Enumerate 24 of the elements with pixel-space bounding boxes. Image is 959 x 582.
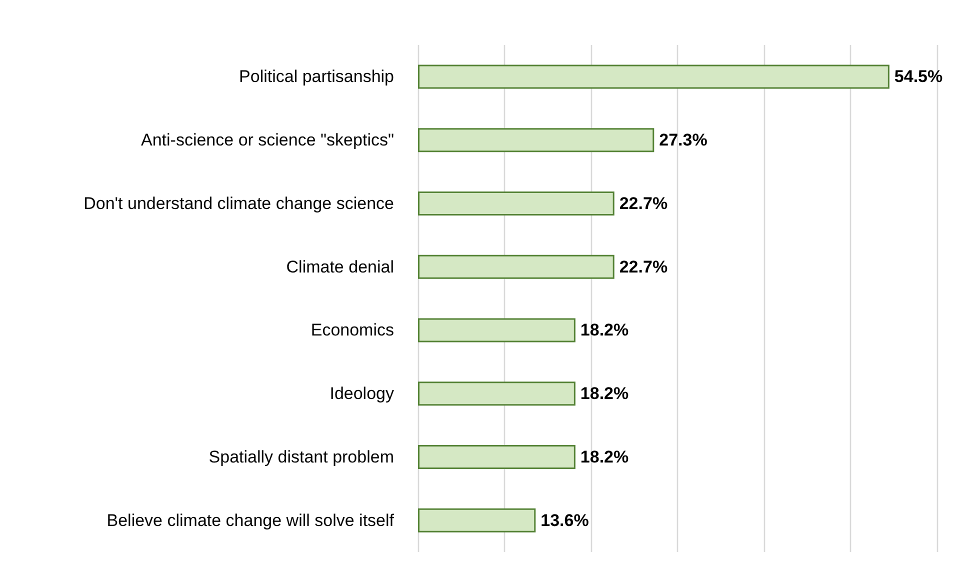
- y-tick-label: Economics: [310, 320, 394, 340]
- y-tick-label: Ideology: [330, 384, 394, 404]
- y-tick-label: Spatially distant problem: [208, 447, 394, 466]
- bar: [418, 508, 536, 532]
- data-label: 18.2%: [580, 384, 629, 404]
- bar: [418, 444, 576, 469]
- bar: [418, 191, 614, 216]
- y-tick-label: Political partisanship: [239, 67, 394, 86]
- y-tick-label: Climate denial: [286, 257, 394, 276]
- bar: [418, 382, 576, 406]
- y-tick-label: Believe climate change will solve itself: [106, 510, 394, 530]
- bar: [418, 128, 654, 152]
- data-label: 54.5%: [894, 67, 943, 86]
- data-label: 22.7%: [619, 257, 668, 276]
- y-tick-label: Anti-science or science "skeptics": [141, 130, 394, 150]
- data-label: 27.3%: [659, 130, 708, 150]
- y-tick-label: Don't understand climate change science: [84, 194, 394, 213]
- data-label: 18.2%: [580, 447, 629, 466]
- data-label: 18.2%: [580, 320, 629, 340]
- bar: [418, 64, 890, 89]
- bar: [418, 254, 614, 279]
- data-label: 13.6%: [540, 510, 589, 530]
- bar: [418, 318, 576, 342]
- data-label: 22.7%: [619, 194, 668, 213]
